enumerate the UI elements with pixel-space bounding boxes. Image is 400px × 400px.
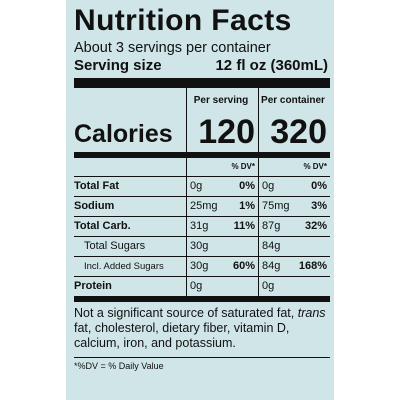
calories-label-cell: Calories [74, 88, 186, 152]
calories-section: Calories Per serving 120 Per container 3… [74, 88, 330, 158]
amount-per-container: 0g [258, 177, 294, 196]
amount-per-container: 0g [258, 277, 294, 296]
serving-size-label: Serving size [74, 57, 162, 74]
serving-size-row: Serving size 12 fl oz (360mL) [74, 57, 330, 75]
dv-per-serving [222, 237, 258, 256]
nutrient-row-sodium: Sodium 25mg 1% 75mg 3% [74, 197, 330, 217]
dv-per-container [294, 277, 330, 296]
per-container-column: Per container 320 [258, 88, 330, 152]
amount-per-container: 84g [258, 237, 294, 256]
per-serving-column: Per serving 120 [186, 88, 258, 152]
not-significant-source-note: Not a significant source of saturated fa… [74, 302, 330, 351]
nutrient-name: Protein [74, 280, 112, 292]
calories-per-serving: 120 [198, 113, 255, 151]
nutrient-row-total-sugars: Total Sugars 30g 84g [74, 237, 330, 257]
nutrient-row-protein: Protein 0g 0g [74, 277, 330, 302]
amount-per-container: 75mg [258, 197, 294, 216]
dv-per-container: 0% [311, 180, 327, 192]
amount-per-serving: 30g [186, 237, 222, 256]
dv-header-serving: % DV* [186, 158, 258, 176]
footnote-part2: fat, cholesterol, dietary fiber, vitamin… [74, 321, 290, 350]
amount-per-serving: 0g [186, 277, 222, 296]
nutrient-table: % DV* % DV* Total Fat 0g 0% 0g 0% Sodium… [74, 158, 330, 302]
per-serving-heading: Per serving [193, 95, 249, 106]
amount-per-container: 84g [258, 257, 294, 276]
dv-per-serving [222, 277, 258, 296]
per-container-heading: Per container [261, 95, 325, 106]
nutrition-facts-label: Nutrition Facts About 3 servings per con… [66, 0, 334, 400]
nutrient-row-total-carb: Total Carb. 31g 11% 87g 32% [74, 217, 330, 237]
dv-per-container: 32% [304, 220, 327, 232]
amount-per-serving: 30g [186, 257, 222, 276]
nutrient-name: Total Fat [74, 180, 120, 192]
dv-per-serving: 0% [239, 180, 255, 192]
dv-header-container: % DV* [258, 158, 330, 176]
dv-per-serving: 1% [239, 200, 255, 212]
servings-per-container: About 3 servings per container [74, 40, 271, 56]
calories-per-container: 320 [270, 113, 327, 151]
footnote-divider [74, 357, 330, 358]
nutrient-row-added-sugars: Incl. Added Sugars 30g 60% 84g 168% [74, 257, 330, 277]
nutrient-name: Total Sugars [84, 240, 146, 252]
thick-divider [74, 78, 330, 88]
serving-size-value: 12 fl oz (360mL) [215, 57, 328, 74]
dv-per-serving: 60% [232, 260, 255, 272]
daily-value-note: *%DV = % Daily Value [74, 361, 164, 371]
nutrient-name: Sodium [74, 200, 115, 212]
amount-per-serving: 0g [186, 177, 222, 196]
nutrient-name: Incl. Added Sugars [84, 261, 164, 272]
dv-per-container: 168% [298, 260, 327, 272]
amount-per-serving: 31g [186, 217, 222, 236]
footnote-part1: Not a significant source of saturated fa… [74, 306, 298, 320]
dv-per-container: 3% [311, 200, 327, 212]
amount-per-serving: 25mg [186, 197, 222, 216]
footnote-trans: trans [297, 306, 326, 320]
label-title: Nutrition Facts [74, 4, 292, 37]
calories-label: Calories [74, 120, 173, 148]
dv-header-row: % DV* % DV* [74, 158, 330, 177]
dv-per-serving: 11% [233, 220, 255, 232]
amount-per-container: 87g [258, 217, 294, 236]
nutrient-name: Total Carb. [74, 220, 131, 232]
dv-per-container [294, 237, 330, 256]
nutrient-row-total-fat: Total Fat 0g 0% 0g 0% [74, 177, 330, 197]
